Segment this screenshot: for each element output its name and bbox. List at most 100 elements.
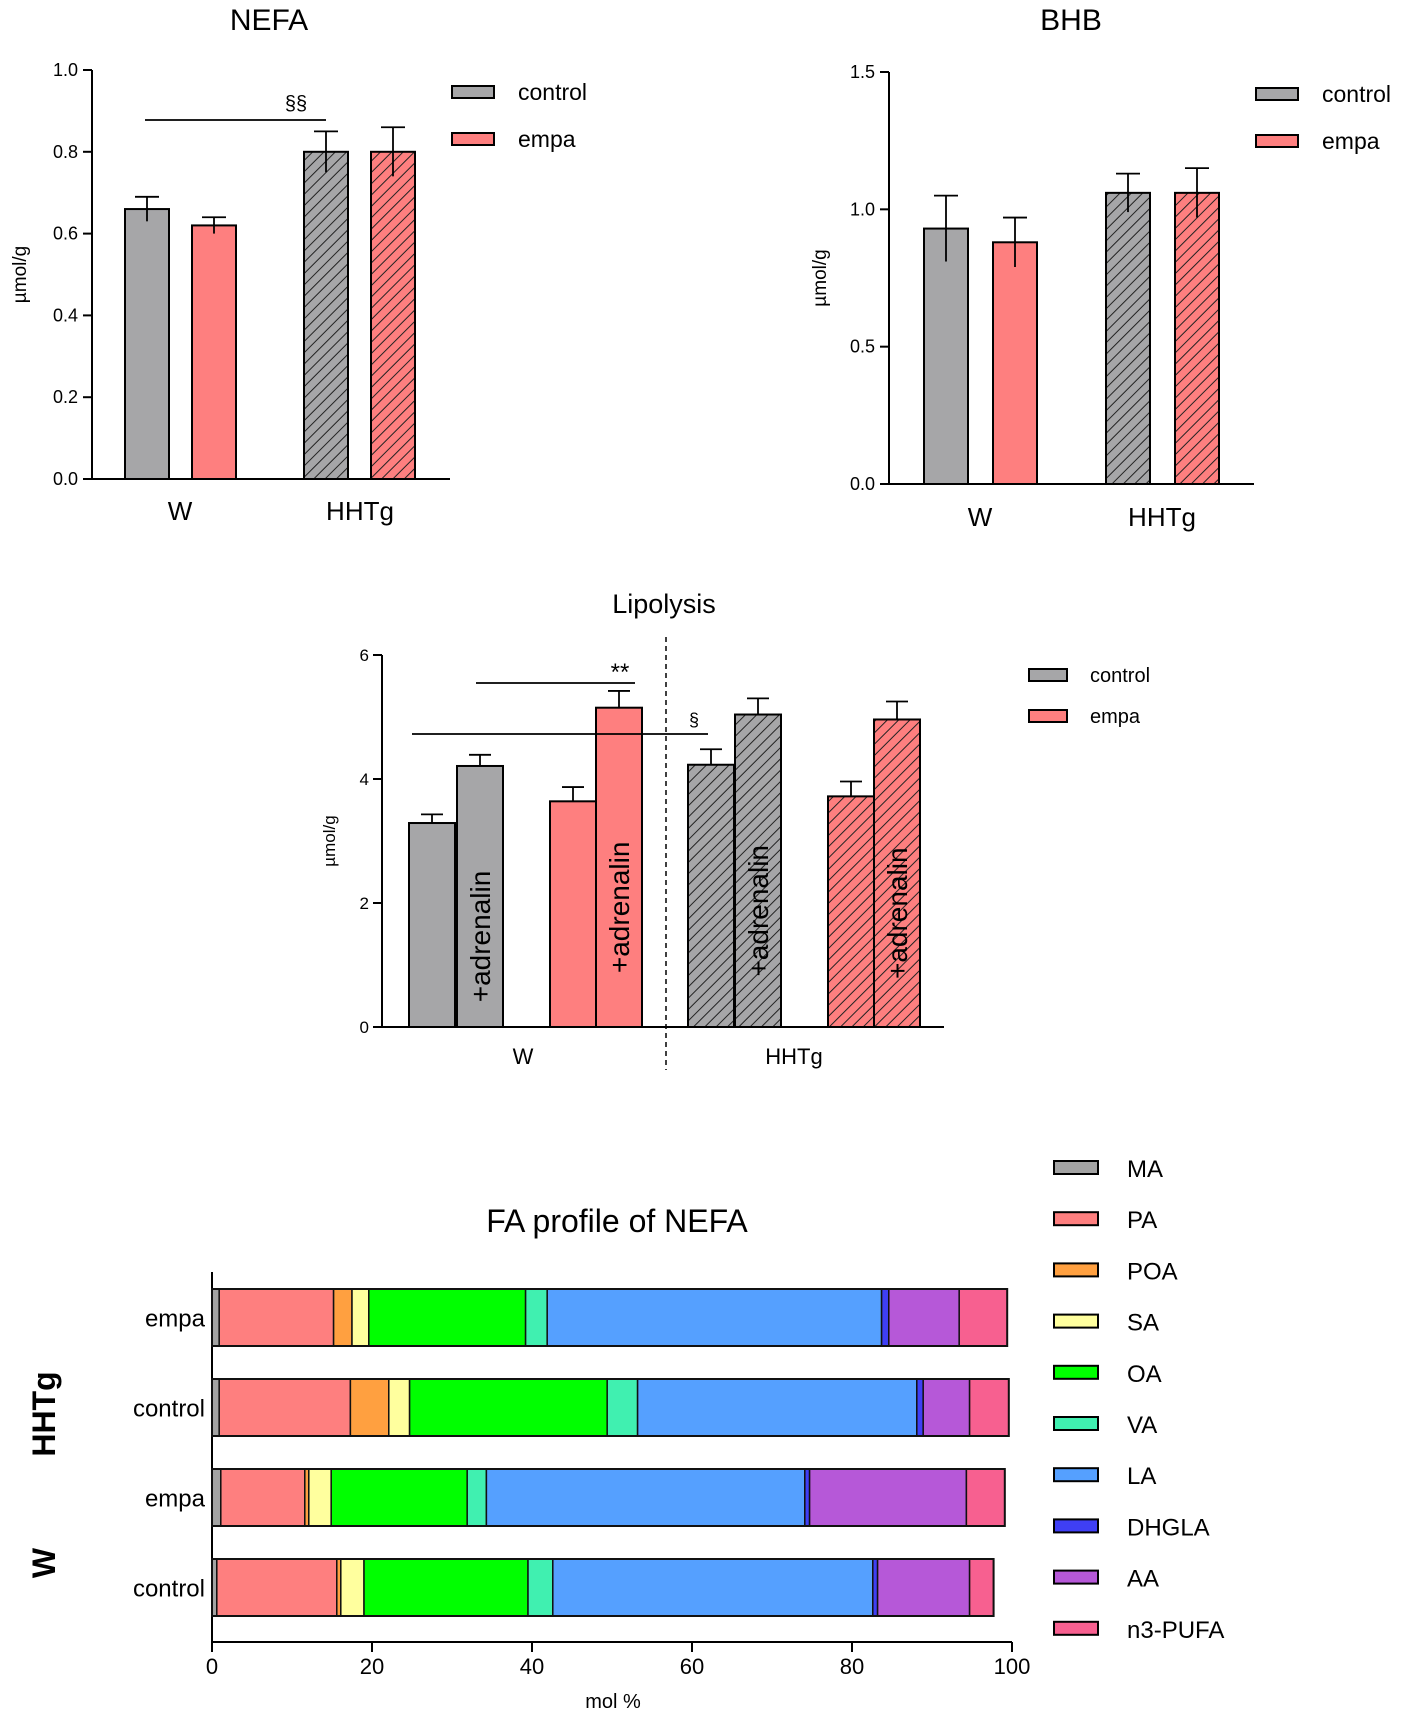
x-tick-label: 80	[840, 1654, 864, 1679]
nefa-chart: NEFA µmol/g 0.0 0.2 0.4 0.6 0.8 1.0 W HHTg control…	[10, 4, 587, 526]
row-outline	[211, 1288, 1009, 1347]
segment-HHTg-control-SA	[388, 1378, 411, 1437]
bar-HHTg-control-adrenalin	[734, 713, 782, 1029]
legend-label-POA: POA	[1127, 1258, 1178, 1285]
legend-swatch-control	[451, 85, 495, 99]
bar-HHTg-empa	[370, 150, 416, 481]
segment-W-control-VA	[527, 1558, 554, 1617]
x-category-label: HHTg	[326, 496, 394, 526]
bar-W-control	[923, 227, 969, 485]
x-category-label: HHTg	[1128, 502, 1196, 532]
segment-HHTg-empa-MA	[211, 1288, 220, 1347]
segment-W-control-PA	[216, 1558, 338, 1617]
x-tick-label: 100	[994, 1654, 1031, 1679]
segment-HHTg-empa-SA	[351, 1288, 370, 1347]
y-tick-label: 6	[360, 646, 369, 665]
row-label: empa	[145, 1306, 206, 1333]
y-tick-label: 0.2	[53, 387, 78, 407]
segment-W-empa-AA	[808, 1468, 968, 1527]
legend-label-OA: OA	[1127, 1361, 1162, 1388]
legend-label-AA: AA	[1127, 1566, 1159, 1593]
y-tick-label: 0.4	[53, 305, 78, 325]
row-outline	[211, 1558, 995, 1617]
legend-label-LA: LA	[1127, 1463, 1156, 1490]
segment-HHTg-empa-LA	[546, 1288, 883, 1347]
segment-W-control-n3-PUFA	[968, 1558, 995, 1617]
bar-W-control	[124, 208, 170, 480]
segment-W-control-AA	[876, 1558, 971, 1617]
chart-title: FA profile of NEFA	[486, 1203, 748, 1239]
legend-swatch-OA	[1053, 1364, 1099, 1380]
segment-W-empa-VA	[466, 1468, 488, 1527]
significance-marker: §	[689, 710, 699, 730]
legend-label-empa: empa	[1090, 706, 1141, 728]
significance-marker: **	[611, 659, 630, 686]
legend-swatch-LA	[1053, 1467, 1099, 1483]
segment-HHTg-control-MA	[211, 1378, 220, 1437]
adrenalin-label: +adrenalin	[882, 847, 913, 979]
row-label: empa	[145, 1486, 206, 1513]
x-category-label: W	[968, 502, 993, 532]
legend-swatch-n3-PUFA	[1053, 1620, 1099, 1636]
legend-swatch-POA	[1053, 1262, 1099, 1278]
bar-HHTg-control	[1105, 191, 1151, 485]
legend-swatch-empa	[451, 132, 495, 146]
legend-label-n3-PUFA: n3-PUFA	[1127, 1617, 1224, 1644]
bar-W-control-adrenalin	[456, 764, 504, 1028]
legend-label-empa: empa	[518, 126, 576, 152]
group-label-HHTg: HHTg	[26, 1371, 62, 1456]
x-tick-label: 60	[680, 1654, 704, 1679]
fa-profile-chart: FA profile of NEFA 0 20 40 60 80 100 mol % empa c…	[26, 1156, 1224, 1713]
legend-swatch-DHGLA	[1053, 1518, 1099, 1534]
legend-label-VA: VA	[1127, 1412, 1157, 1439]
x-tick-label: 20	[360, 1654, 384, 1679]
y-axis-label: µmol/g	[810, 249, 831, 306]
y-tick-label: 0.8	[53, 142, 78, 162]
segment-HHTg-control-POA	[349, 1378, 390, 1437]
segment-HHTg-control-PA	[218, 1378, 352, 1437]
bar-W-empa-adrenalin	[595, 706, 643, 1028]
y-tick-label: 0	[360, 1018, 369, 1037]
legend-swatch-MA	[1053, 1160, 1099, 1175]
group-label-W: W	[26, 1547, 62, 1578]
legend-label-DHGLA: DHGLA	[1127, 1514, 1210, 1541]
bar-W-empa	[191, 224, 237, 480]
segment-HHTg-control-AA	[922, 1378, 971, 1437]
chart-title: NEFA	[230, 4, 308, 37]
y-tick-label: 2	[360, 894, 369, 913]
chart-title: BHB	[1040, 4, 1102, 37]
x-tick-label: 40	[520, 1654, 544, 1679]
legend-label-control: control	[518, 79, 587, 105]
legend-label-control: control	[1090, 665, 1150, 687]
y-tick-label: 1.0	[53, 60, 78, 80]
legend-swatch-PA	[1053, 1211, 1099, 1227]
legend-label-MA: MA	[1127, 1156, 1163, 1183]
significance-marker: §§	[285, 93, 307, 115]
segment-W-empa-LA	[485, 1468, 806, 1527]
segment-W-empa-PA	[220, 1468, 306, 1527]
bar-HHTg-control	[303, 150, 349, 481]
bar-HHTg-empa-adrenalin	[873, 718, 921, 1028]
legend-swatch-empa	[1028, 709, 1068, 723]
y-tick-label: 1.5	[850, 62, 875, 82]
segment-HHTg-empa-PA	[218, 1288, 335, 1347]
segment-HHTg-control-n3-PUFA	[968, 1378, 1010, 1437]
legend-label-empa: empa	[1322, 128, 1380, 154]
x-axis-label: mol %	[585, 1691, 641, 1713]
segment-HHTg-empa-VA	[524, 1288, 548, 1347]
x-category-label: W	[513, 1044, 534, 1069]
bar-W-empa	[992, 241, 1038, 485]
legend-swatch-control	[1028, 668, 1068, 682]
segment-W-control-OA	[363, 1558, 529, 1617]
x-tick-label: 0	[206, 1654, 218, 1679]
bar-W-empa	[549, 800, 597, 1028]
chart-title: Lipolysis	[612, 589, 716, 619]
segment-HHTg-empa-n3-PUFA	[958, 1288, 1008, 1347]
segment-W-empa-n3-PUFA	[965, 1468, 1006, 1527]
segment-W-empa-MA	[211, 1468, 222, 1527]
legend-swatch-AA	[1053, 1569, 1099, 1585]
segment-HHTg-empa-OA	[368, 1288, 527, 1347]
segment-HHTg-control-VA	[606, 1378, 639, 1437]
y-axis-label: µmol/g	[10, 246, 31, 303]
